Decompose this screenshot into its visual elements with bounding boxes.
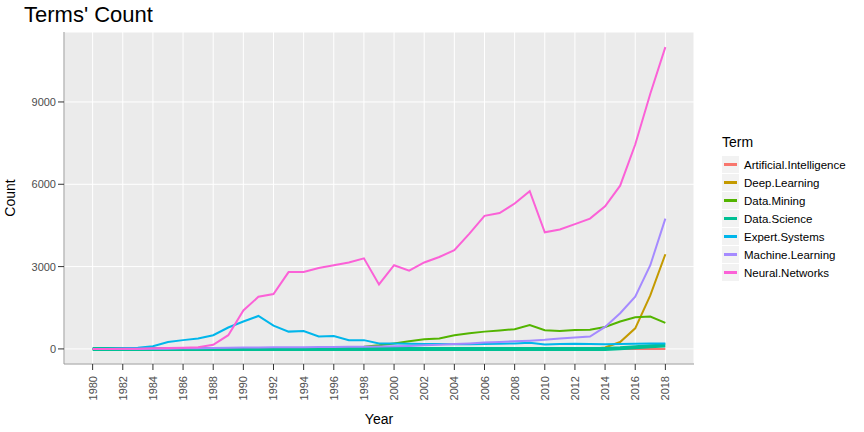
html-text:Neural.Networks: Neural.Networks — [744, 266, 829, 279]
svg-text:1990: 1990 — [237, 376, 249, 400]
html-text:Data.Mining: Data.Mining — [744, 194, 806, 207]
svg-text:2012: 2012 — [569, 376, 581, 400]
svg-text:2008: 2008 — [509, 376, 521, 400]
html-text:Artificial.Intelligence: Artificial.Intelligence — [744, 158, 846, 171]
svg-text:1992: 1992 — [267, 376, 279, 400]
svg-text:1998: 1998 — [358, 376, 370, 400]
svg-text:2016: 2016 — [629, 376, 641, 400]
svg-text:1982: 1982 — [117, 376, 129, 400]
svg-text:Year: Year — [365, 411, 394, 427]
svg-text:6000: 6000 — [32, 178, 56, 190]
svg-text:3000: 3000 — [32, 261, 56, 273]
svg-text:1984: 1984 — [147, 376, 159, 400]
svg-text:2006: 2006 — [479, 376, 491, 400]
html-text:Expert.Systems: Expert.Systems — [744, 230, 825, 243]
svg-text:2014: 2014 — [599, 376, 611, 400]
svg-text:2002: 2002 — [418, 376, 430, 400]
svg-text:1980: 1980 — [87, 376, 99, 400]
svg-text:Count: Count — [8, 179, 18, 216]
svg-text:1988: 1988 — [207, 376, 219, 400]
html-text:Machine.Learning: Machine.Learning — [744, 248, 836, 261]
html-text:Deep.Learning: Deep.Learning — [744, 176, 820, 189]
html-text:Data.Science: Data.Science — [744, 212, 813, 225]
svg-text:2010: 2010 — [539, 376, 551, 400]
svg-text:1996: 1996 — [328, 376, 340, 400]
html-text:Terms' Count: Terms' Count — [24, 2, 153, 27]
svg-text:0: 0 — [50, 343, 56, 355]
svg-text:1986: 1986 — [177, 376, 189, 400]
svg-text:2000: 2000 — [388, 376, 400, 400]
html-text:Term: Term — [722, 134, 754, 150]
svg-text:2004: 2004 — [448, 376, 460, 400]
svg-text:1994: 1994 — [298, 376, 310, 400]
svg-text:9000: 9000 — [32, 96, 56, 108]
svg-text:2018: 2018 — [659, 376, 671, 400]
